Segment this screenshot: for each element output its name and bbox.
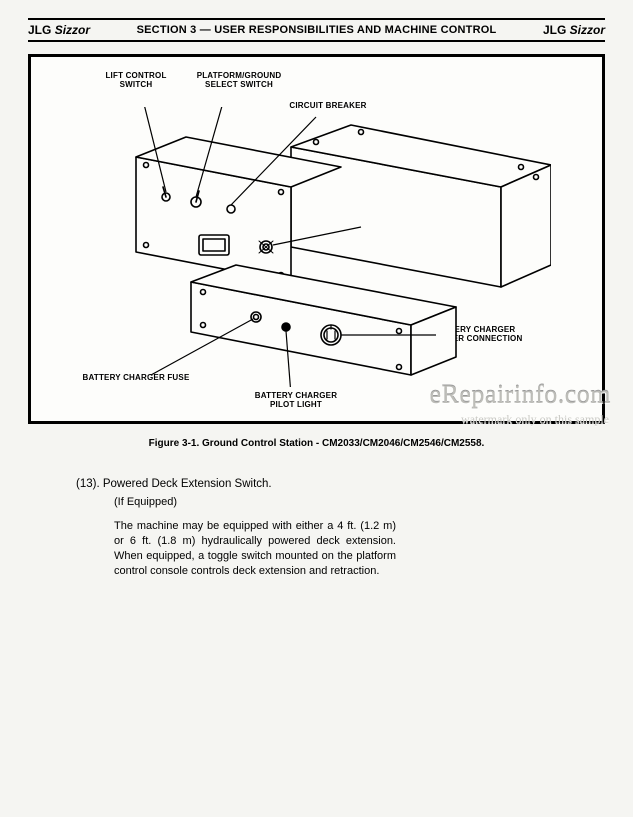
page-header: JLG Sizzor SECTION 3 — USER RESPONSIBILI…	[28, 18, 605, 42]
figure-box: LIFT CONTROLSWITCH PLATFORM/GROUNDSELECT…	[28, 54, 605, 424]
brand-left: JLG Sizzor	[28, 23, 90, 37]
label-charger-pilot: BATTERY CHARGERPILOT LIGHT	[241, 391, 351, 409]
watermark-sub: watermark only on this sample	[461, 412, 609, 427]
brand-right: JLG Sizzor	[543, 23, 605, 37]
brand-right-model: Sizzor	[570, 23, 605, 37]
item-title: Powered Deck Extension Switch.	[103, 478, 272, 490]
control-station-diagram	[91, 107, 551, 387]
section-title: SECTION 3 — USER RESPONSIBILITIES AND MA…	[137, 24, 497, 36]
brand-left-model: Sizzor	[55, 23, 90, 37]
watermark-main: eRepairinfo.com	[430, 380, 612, 410]
figure-caption: Figure 3-1. Ground Control Station - CM2…	[28, 438, 605, 449]
body-text: (13). Powered Deck Extension Switch. (If…	[76, 477, 396, 579]
item-number: (13).	[76, 478, 100, 490]
item-paragraph: The machine may be equipped with either …	[114, 519, 396, 578]
label-platform-ground: PLATFORM/GROUNDSELECT SWITCH	[189, 71, 289, 89]
label-lift-control: LIFT CONTROLSWITCH	[101, 71, 171, 89]
item-subtitle: (If Equipped)	[114, 495, 396, 510]
